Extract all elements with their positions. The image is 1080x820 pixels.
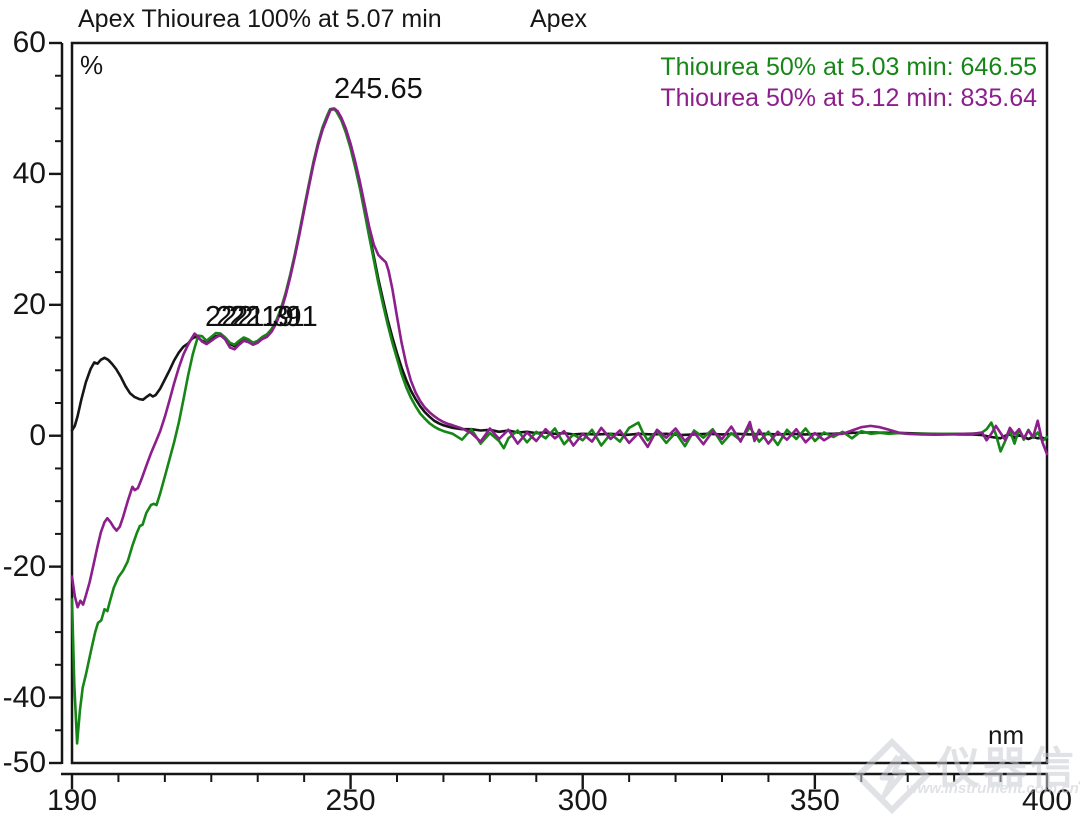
legend-entry-green: Thiourea 50% at 5.03 min: 646.55 (660, 53, 1037, 81)
secondary-peak-annotation: 221.31 (216, 301, 305, 333)
y-tick-label--40: -40 (2, 680, 46, 714)
y-tick-label--20: -20 (2, 549, 46, 583)
y-tick-label-20: 20 (12, 287, 46, 321)
secondary-peak-annotation: 222.19 (205, 301, 294, 333)
x-tick-label-400: 400 (1021, 784, 1073, 817)
x-tick-label-250: 250 (325, 784, 376, 817)
plot-border (70, 41, 1049, 765)
x-tick-label-350: 350 (789, 784, 840, 817)
spectrum-trace-1 (70, 107, 1049, 745)
main-peak-annotation: 245.65 (334, 73, 423, 105)
y-tick-label--50: -50 (2, 746, 46, 779)
x-tick-label-300: 300 (557, 784, 608, 817)
x-axis-unit-label: nm (988, 720, 1025, 750)
y-tick-label-60: 60 (12, 26, 46, 59)
x-tick-label-190: 190 (46, 784, 98, 817)
chart-title: Apex Thiourea 100% at 5.07 min (78, 5, 442, 33)
y-tick-label-40: 40 (12, 156, 46, 190)
spectrum-trace-0 (70, 107, 1049, 442)
y-tick-label-0: 0 (29, 418, 46, 452)
y-axis-unit-label: % (80, 50, 104, 80)
legend: Thiourea 50% at 5.03 min: 646.55 Thioure… (660, 52, 1037, 114)
apex-column-label: Apex (530, 5, 587, 33)
legend-entry-purple: Thiourea 50% at 5.12 min: 835.64 (660, 84, 1037, 112)
secondary-peak-annotation: 221.91 (229, 301, 318, 333)
spectrum-trace-2 (70, 107, 1049, 609)
